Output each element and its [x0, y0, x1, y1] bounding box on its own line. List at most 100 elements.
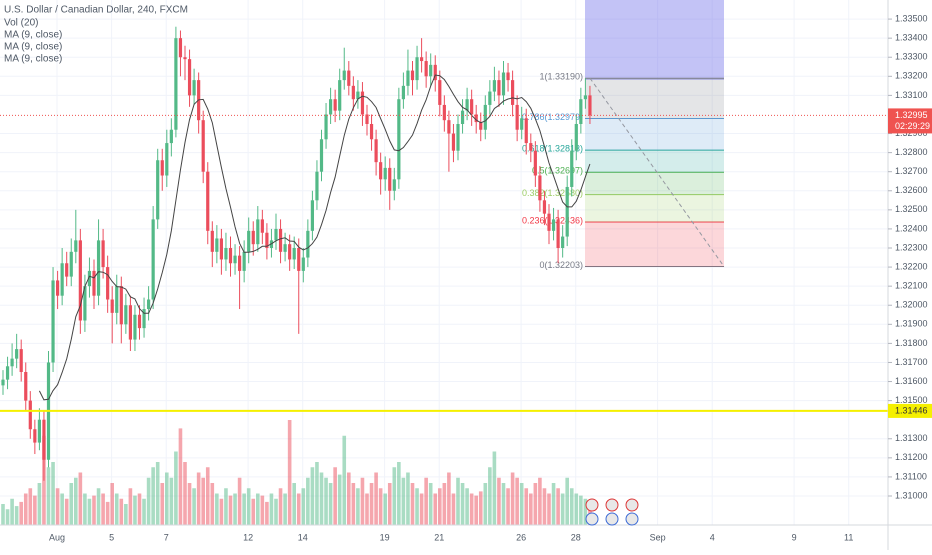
candle-body — [74, 240, 78, 252]
event-icon — [625, 512, 639, 526]
volume-bar — [319, 472, 324, 525]
volume-bar — [74, 477, 78, 525]
volume-bar — [383, 493, 387, 525]
candle-body — [96, 240, 101, 296]
candle-body — [315, 171, 319, 201]
volume-bar — [510, 472, 515, 525]
candle-body — [124, 305, 128, 325]
candle-body — [33, 429, 37, 443]
volume-bar — [301, 488, 306, 525]
candle-body — [24, 372, 28, 401]
candle-body — [438, 80, 442, 105]
candle-body — [542, 200, 547, 214]
x-tick-label: 4 — [710, 532, 715, 542]
volume-bar — [105, 501, 110, 525]
event-icon — [605, 498, 619, 512]
y-tick-label: 1.32000 — [895, 300, 928, 310]
volume-bar — [5, 509, 10, 525]
volume-bar — [351, 483, 356, 525]
volume-bar — [483, 483, 488, 525]
event-icon — [585, 512, 599, 526]
candle-body — [5, 366, 10, 380]
candle-body — [588, 95, 592, 116]
fib-label: 0.618(1.32813) — [522, 144, 583, 154]
volume-bar — [128, 488, 133, 525]
volume-bar — [210, 483, 215, 525]
candle-body — [1, 379, 5, 386]
countdown-label: 02:29:29 — [895, 121, 930, 131]
candle-body — [392, 179, 396, 191]
candle-body — [369, 124, 374, 140]
candle-body — [228, 248, 233, 264]
volume-bar — [547, 493, 551, 525]
volume-bar — [201, 477, 205, 525]
volume-bar — [392, 467, 397, 525]
candle-body — [292, 248, 296, 260]
candle-body — [533, 150, 537, 176]
candle-body — [301, 257, 305, 271]
volume-bar — [451, 493, 456, 525]
volume-bar — [387, 483, 392, 525]
volume-bar — [196, 472, 201, 525]
volume-bar — [237, 477, 242, 525]
candle-body — [401, 85, 405, 100]
candle-body — [551, 219, 556, 231]
volume-bar — [465, 488, 469, 525]
candle-body — [28, 400, 32, 430]
volume-bar — [33, 495, 37, 525]
volume-bar — [183, 462, 187, 525]
volume-bar — [287, 420, 292, 525]
candle-body — [297, 248, 301, 271]
volume-bar — [442, 483, 447, 525]
volume-bar — [497, 477, 501, 525]
candle-body — [329, 99, 333, 115]
candle-body — [351, 85, 355, 100]
candle-body — [251, 230, 255, 245]
candle-body — [42, 419, 46, 460]
fib-label: 1(1.33190) — [539, 72, 583, 82]
volume-bar — [306, 477, 310, 525]
x-tick-label: 5 — [109, 532, 114, 542]
volume-bar — [292, 483, 296, 525]
x-tick-label: 11 — [844, 532, 853, 542]
candle-body — [501, 72, 506, 96]
volume-bar — [119, 498, 124, 525]
volume-bar — [378, 488, 383, 525]
fib-zone — [585, 150, 724, 173]
volume-bar — [515, 477, 519, 525]
candle-body — [265, 232, 269, 249]
candle-body — [133, 314, 137, 340]
fib-trend-line — [589, 77, 725, 267]
volume-bar — [187, 483, 192, 525]
y-tick-label: 1.32700 — [895, 166, 928, 176]
volume-bar — [324, 477, 328, 525]
candle-body — [142, 309, 146, 329]
volume-bar — [369, 483, 374, 525]
y-tick-label: 1.32500 — [895, 204, 928, 214]
candle-body — [10, 358, 14, 367]
candle-body — [137, 314, 142, 329]
x-tick-label: 14 — [298, 532, 308, 542]
y-tick-label: 1.32100 — [895, 281, 928, 291]
candle-body — [201, 120, 205, 172]
volume-bar — [146, 477, 151, 525]
candle-body — [215, 238, 219, 252]
volume-bar — [333, 467, 337, 525]
candle-body — [515, 104, 519, 130]
volume-bar — [278, 488, 283, 525]
fib-label: 0.786(1.32979) — [522, 112, 583, 122]
indicator-label: MA (9, close) — [4, 30, 62, 41]
volume-bar — [315, 462, 319, 525]
candle-body — [106, 267, 110, 300]
x-tick-label: 26 — [516, 532, 526, 542]
candle-body — [101, 240, 105, 268]
volume-bar — [488, 467, 492, 525]
candle-body — [561, 236, 565, 249]
volume-bar — [78, 472, 83, 525]
volume-bar — [469, 493, 474, 525]
candle-body — [374, 139, 378, 163]
candle-body — [570, 150, 574, 187]
volume-bar — [569, 488, 574, 525]
candle-body — [356, 91, 360, 100]
y-tick-label: 1.32400 — [895, 223, 928, 233]
